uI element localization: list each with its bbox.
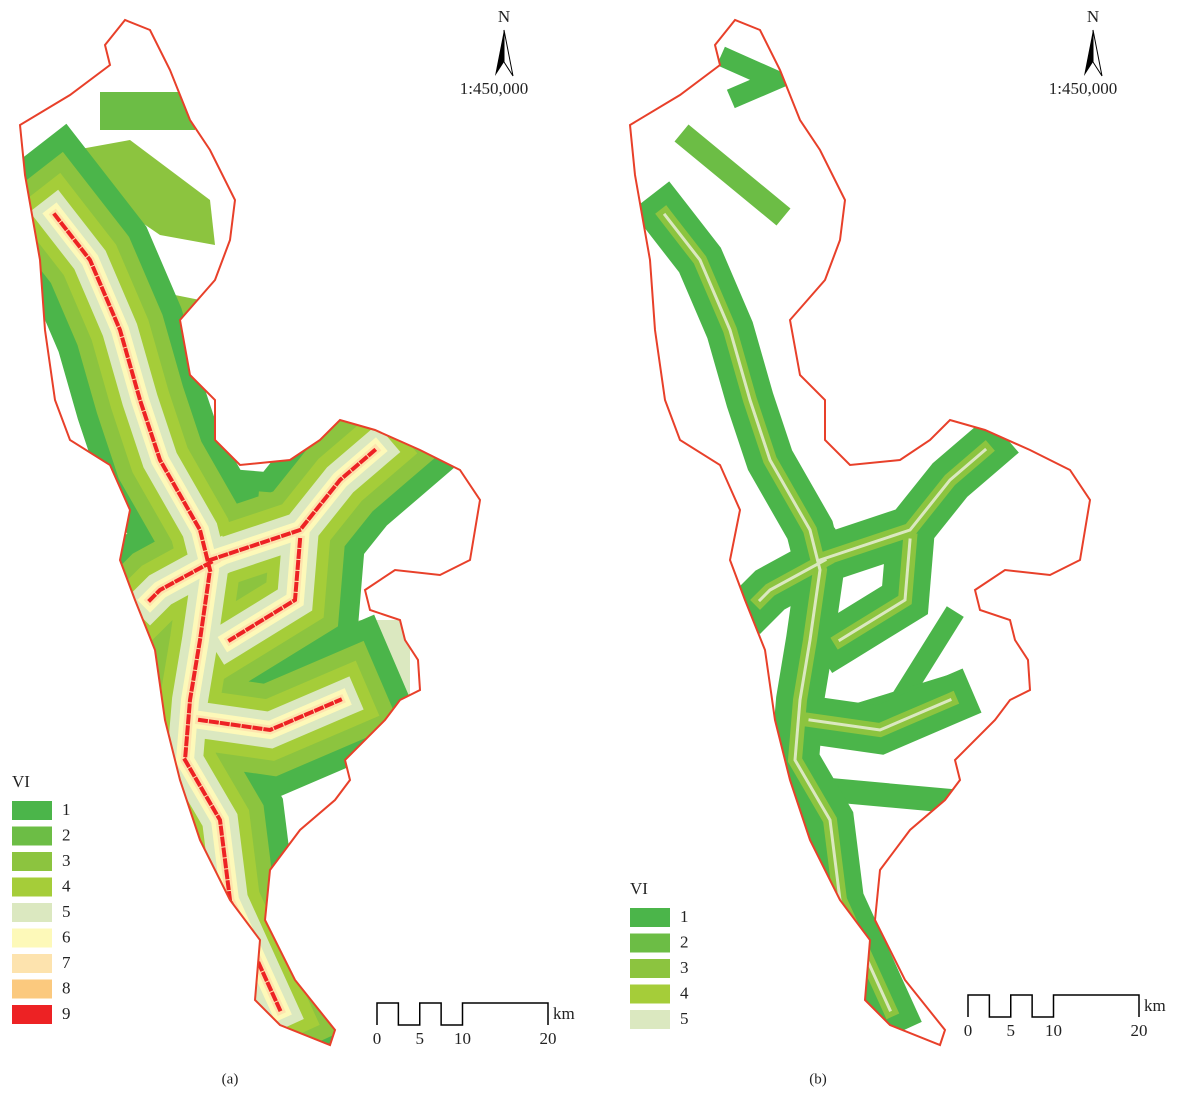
legend-label: 3 [680, 958, 689, 977]
map-b [630, 20, 1090, 1045]
scale-bar [968, 995, 1139, 1017]
north-arrow [504, 30, 513, 76]
scale-tick-label: 0 [964, 1021, 973, 1040]
legend-label: 7 [62, 953, 71, 972]
legend-label: 2 [680, 932, 689, 951]
legend-label: 1 [62, 800, 71, 819]
legend-swatch [12, 980, 52, 999]
legend-swatch [630, 1010, 670, 1029]
legend-label: 2 [62, 825, 71, 844]
legend-label: 1 [680, 907, 689, 926]
legend-swatch [630, 934, 670, 953]
legend-swatch [12, 954, 52, 973]
figure: N1:450,000(a)VI123456789051020kmN1:450,0… [0, 0, 1185, 1098]
north-arrow [1093, 30, 1102, 76]
caption: (a) [222, 1071, 239, 1087]
north-arrow [1084, 30, 1093, 76]
legend-title: VI [630, 879, 648, 898]
north-label: N [1087, 7, 1099, 26]
legend-label: 4 [62, 876, 71, 895]
scale-tick-label: 10 [454, 1029, 471, 1048]
legend-swatch [12, 801, 52, 820]
scale-tick-label: 10 [1045, 1021, 1062, 1040]
legend-swatch [630, 985, 670, 1004]
legend-swatch [12, 878, 52, 897]
legend-label: 5 [680, 1009, 689, 1028]
scale-unit: km [1144, 996, 1166, 1015]
scale-tick-label: 5 [416, 1029, 425, 1048]
scale-ratio: 1:450,000 [460, 79, 528, 98]
legend-label: 5 [62, 902, 71, 921]
scale-tick-label: 0 [373, 1029, 382, 1048]
scale-ratio: 1:450,000 [1049, 79, 1117, 98]
scale-tick-label: 5 [1007, 1021, 1016, 1040]
legend-swatch [12, 1005, 52, 1024]
caption: (b) [809, 1071, 827, 1087]
legend-swatch [12, 903, 52, 922]
legend-label: 4 [680, 983, 689, 1002]
scale-tick-label: 20 [540, 1029, 557, 1048]
legend-label: 8 [62, 978, 71, 997]
legend-label: 9 [62, 1004, 71, 1023]
legend-swatch [630, 908, 670, 927]
legend-label: 3 [62, 851, 71, 870]
map-a [20, 20, 480, 1045]
north-arrow [495, 30, 504, 76]
scale-bar [377, 1003, 548, 1025]
legend-swatch [12, 827, 52, 846]
legend-swatch [12, 852, 52, 871]
north-label: N [498, 7, 510, 26]
legend-swatch [12, 929, 52, 948]
legend-swatch [630, 959, 670, 978]
legend-title: VI [12, 772, 30, 791]
legend-label: 6 [62, 927, 71, 946]
scale-unit: km [553, 1004, 575, 1023]
scale-tick-label: 20 [1131, 1021, 1148, 1040]
